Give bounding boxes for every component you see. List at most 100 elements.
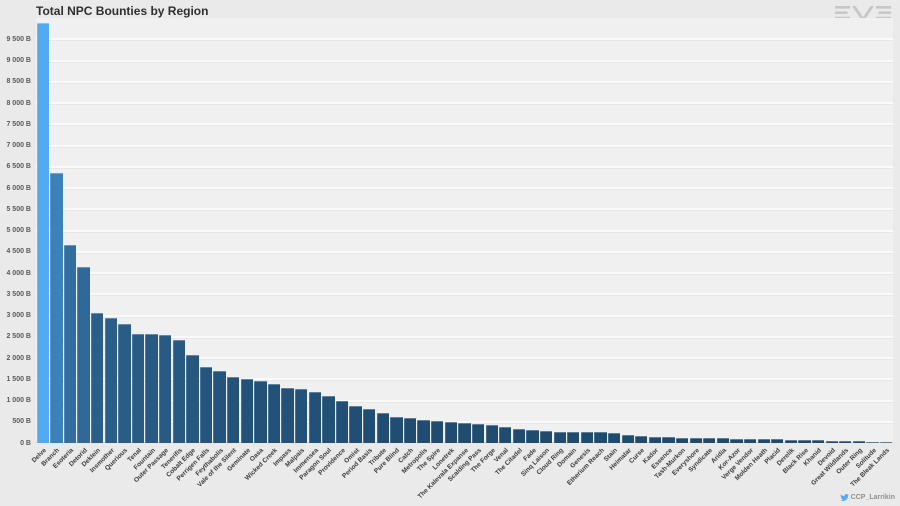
y-axis-tick-label: 5 500 B	[6, 205, 31, 213]
bar-great-wildlands	[839, 440, 852, 443]
gridline	[36, 293, 893, 296]
bar-outer-ring	[852, 441, 866, 443]
gridline	[36, 399, 893, 402]
bar-molden-heath	[757, 439, 770, 443]
y-axis-tick-label: 9 000 B	[6, 57, 31, 64]
bar-insmother	[104, 317, 117, 443]
bar-devoid	[825, 440, 838, 443]
bar-everyshore	[689, 437, 702, 443]
chart-title: Total NPC Bounties by Region	[36, 4, 209, 18]
bar-the-forge	[485, 424, 498, 443]
y-axis-tick-label: 6 000 B	[6, 184, 31, 192]
gridline	[36, 250, 893, 253]
bar-fade	[526, 429, 539, 443]
y-axis-tick-label: 7 000 B	[6, 142, 31, 149]
bar-tenerifis	[172, 340, 185, 443]
bar-tribute	[376, 413, 389, 443]
attribution: CCP_Larrikin	[839, 493, 895, 502]
plot-area	[36, 18, 893, 443]
bar-tash-murkon	[675, 437, 689, 443]
y-axis-tick-label: 4 500 B	[6, 248, 31, 256]
gridline	[36, 123, 893, 126]
bar-metropolis	[417, 419, 430, 443]
bar-syndicate	[703, 438, 716, 443]
bar-perrigen-falls	[199, 366, 213, 443]
bar-immensea	[308, 392, 321, 443]
gridline	[36, 165, 893, 168]
y-axis-tick-label: 2 500 B	[6, 333, 31, 341]
twitter-handle: CCP_Larrikin	[850, 494, 895, 501]
bar-stain	[607, 432, 621, 443]
y-axis-tick-label: 1 000 B	[6, 397, 31, 404]
y-axis-tick-label: 500 B	[12, 418, 31, 426]
y-axis-tick-label: 0 B	[20, 439, 31, 447]
bar-fountain	[145, 334, 158, 443]
gridline	[36, 335, 893, 338]
bar-the-bleak-lands	[879, 441, 893, 443]
bar-feythabolis	[213, 371, 226, 443]
bar-scalding-pass	[471, 424, 485, 443]
bar-black-rise	[798, 440, 811, 443]
bar-paragon-soul	[322, 395, 335, 443]
y-axis-tick-label: 8 000 B	[6, 99, 31, 107]
bar-verge-vendor	[743, 438, 757, 443]
bar-vale-of-the-silent	[227, 376, 240, 443]
bar-deklein	[91, 313, 104, 443]
y-axis-tick-label: 8 500 B	[6, 78, 31, 86]
bar-solitude	[866, 441, 879, 443]
y-axis-tick-label: 1 500 B	[6, 375, 31, 383]
bars-container	[36, 18, 893, 443]
bar-placid	[771, 439, 784, 443]
bar-domain	[567, 431, 580, 443]
bar-aridia	[716, 438, 730, 443]
y-axis-tick-label: 5 000 B	[6, 227, 31, 234]
bar-period-basis	[363, 409, 376, 443]
bar-impass	[281, 387, 294, 443]
bar-the-spire	[431, 420, 444, 443]
gridline	[36, 420, 893, 423]
gridline	[36, 357, 893, 359]
bar-catch	[403, 418, 417, 443]
bar-outer-passage	[159, 334, 172, 443]
bar-geminate	[240, 379, 253, 443]
bar-omist	[349, 406, 362, 443]
bar-venal	[499, 427, 512, 443]
y-axis-tick-label: 6 500 B	[6, 163, 31, 171]
bar-the-kalevala-expanse	[458, 423, 471, 443]
gridline	[36, 80, 893, 83]
y-axis-tick-label: 7 500 B	[6, 120, 31, 128]
y-axis-tick-label: 2 000 B	[6, 354, 31, 362]
bar-heimatar	[621, 435, 634, 443]
y-axis-tick-label: 4 000 B	[6, 269, 31, 277]
bar-cloud-ring	[553, 431, 566, 443]
bar-branch	[50, 173, 63, 443]
bar-malpais	[295, 389, 308, 443]
bar-sinq-laison	[539, 430, 553, 443]
gridline	[36, 272, 893, 274]
bar-esoteria	[63, 245, 77, 443]
bar-khanid	[811, 440, 825, 443]
gridline	[36, 144, 893, 147]
bar-kor-azor	[730, 438, 743, 443]
gridline	[36, 314, 893, 317]
gridline	[36, 229, 893, 232]
bar-querious	[118, 324, 131, 443]
bar-delve	[36, 23, 49, 443]
bar-cobalt-edge	[186, 354, 199, 443]
gridline	[36, 102, 893, 104]
bar-lonetrek	[444, 421, 457, 443]
bar-pure-blind	[390, 416, 403, 443]
bar-genesis	[580, 431, 594, 443]
bar-detorid	[77, 266, 90, 443]
bar-providence	[335, 400, 349, 443]
y-axis-tick-label: 3 000 B	[6, 312, 31, 319]
bar-curse	[635, 436, 648, 443]
gridline	[36, 59, 893, 62]
bar-tenal	[131, 333, 145, 443]
gridline	[36, 378, 893, 381]
twitter-icon	[839, 494, 849, 501]
gridline	[36, 38, 893, 41]
bar-etherium-reach	[594, 432, 607, 443]
y-axis-tick-label: 9 500 B	[6, 35, 31, 43]
